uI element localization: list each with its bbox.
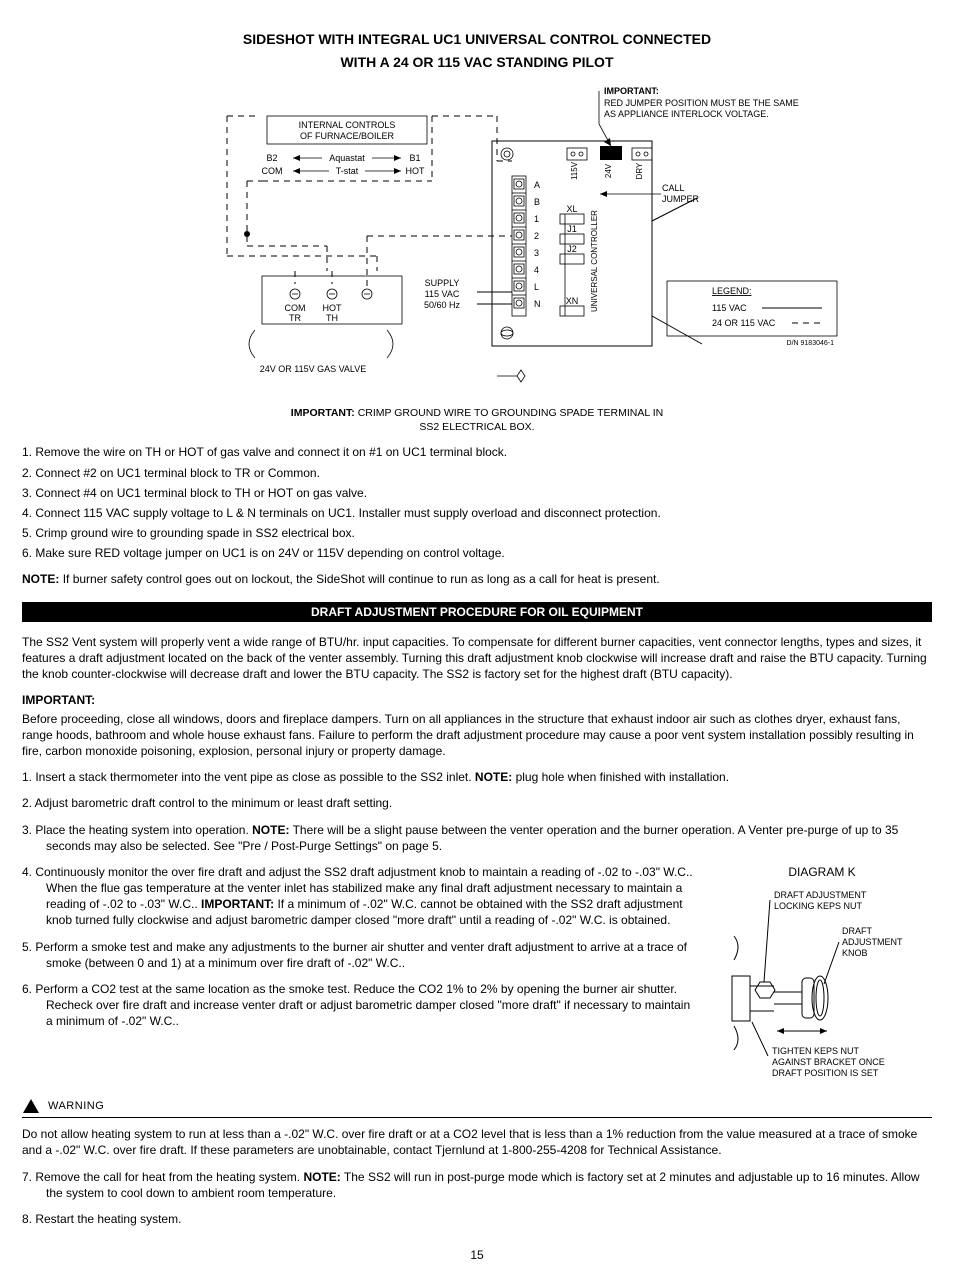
svg-text:115V: 115V [570, 161, 579, 180]
svg-text:115 VAC: 115 VAC [712, 303, 747, 313]
svg-text:HOT: HOT [323, 303, 343, 313]
svg-text:50/60 Hz: 50/60 Hz [424, 300, 461, 310]
step-6: 6. Make sure RED voltage jumper on UC1 i… [22, 545, 932, 561]
draft-intro: The SS2 Vent system will properly vent a… [22, 634, 932, 683]
svg-text:COM: COM [262, 166, 283, 176]
svg-text:N: N [534, 299, 541, 309]
svg-text:TR: TR [289, 313, 301, 323]
step-3: 3. Connect #4 on UC1 terminal block to T… [22, 485, 932, 501]
svg-text:24 OR 115 VAC: 24 OR 115 VAC [712, 318, 776, 328]
svg-text:Aquastat: Aquastat [329, 153, 365, 163]
svg-text:ADJUSTMENT: ADJUSTMENT [842, 937, 903, 947]
section-bar-draft: DRAFT ADJUSTMENT PROCEDURE FOR OIL EQUIP… [22, 602, 932, 622]
diagram-k-title: DIAGRAM K [712, 864, 932, 880]
svg-text:TIGHTEN KEPS NUT: TIGHTEN KEPS NUT [772, 1046, 860, 1056]
svg-text:D/N 9183046-1: D/N 9183046-1 [787, 340, 835, 347]
note-1: NOTE: If burner safety control goes out … [22, 571, 932, 587]
page-title-line1: SIDESHOT WITH INTEGRAL UC1 UNIVERSAL CON… [22, 30, 932, 49]
proc-7: 7. Remove the call for heat from the hea… [22, 1169, 932, 1201]
svg-text:L: L [534, 282, 539, 292]
proc-5: 5. Perform a smoke test and make any adj… [22, 939, 694, 971]
svg-text:SUPPLY: SUPPLY [425, 278, 460, 288]
svg-text:XL: XL [566, 204, 577, 214]
svg-text:DRY: DRY [635, 162, 644, 179]
svg-text:2: 2 [534, 231, 539, 241]
svg-text:JUMPER: JUMPER [662, 194, 700, 204]
svg-text:LOCKING KEPS NUT: LOCKING KEPS NUT [774, 901, 863, 911]
svg-text:COM: COM [285, 303, 306, 313]
warning-icon: ! [22, 1098, 40, 1114]
page-number: 15 [22, 1247, 932, 1263]
step-5: 5. Crimp ground wire to grounding spade … [22, 525, 932, 541]
svg-text:J2: J2 [567, 244, 577, 254]
svg-text:115 VAC: 115 VAC [425, 289, 460, 299]
svg-text:B1: B1 [409, 153, 420, 163]
svg-text:OF FURNACE/BOILER: OF FURNACE/BOILER [300, 131, 395, 141]
warning-header: ! WARNING [22, 1098, 932, 1118]
svg-text:3: 3 [534, 248, 539, 258]
svg-text:IMPORTANT:: IMPORTANT: [604, 86, 659, 96]
svg-text:J1: J1 [567, 224, 577, 234]
procedure-list-4-6: 4. Continuously monitor the over fire dr… [22, 864, 694, 1030]
svg-text:XN: XN [566, 296, 579, 306]
svg-text:DRAFT ADJUSTMENT: DRAFT ADJUSTMENT [774, 890, 867, 900]
important-paragraph: Before proceeding, close all windows, do… [22, 711, 932, 760]
proc-8: 8. Restart the heating system. [22, 1211, 932, 1227]
step-2: 2. Connect #2 on UC1 terminal block to T… [22, 465, 932, 481]
svg-text:UNIVERSAL CONTROLLER: UNIVERSAL CONTROLLER [590, 210, 599, 312]
wiring-caption: IMPORTANT: CRIMP GROUND WIRE TO GROUNDIN… [97, 406, 857, 434]
top-steps-list: 1. Remove the wire on TH or HOT of gas v… [22, 444, 932, 561]
svg-text:TH: TH [326, 313, 338, 323]
svg-text:RED JUMPER POSITION MUST BE TH: RED JUMPER POSITION MUST BE THE SAME [604, 98, 799, 108]
svg-text:HOT: HOT [406, 166, 426, 176]
diagram-k: DIAGRAM K .b{stroke:#000;stroke-width:1;… [712, 864, 932, 1080]
important-header: IMPORTANT: [22, 692, 932, 708]
svg-text:DRAFT: DRAFT [842, 926, 872, 936]
svg-text:LEGEND:: LEGEND: [712, 286, 752, 296]
svg-text:B: B [534, 197, 540, 207]
svg-text:INTERNAL CONTROLS: INTERNAL CONTROLS [299, 120, 396, 130]
svg-text:24V: 24V [604, 163, 613, 178]
svg-text:KNOB: KNOB [842, 948, 868, 958]
proc-4: 4. Continuously monitor the over fire dr… [22, 864, 694, 929]
procedure-list-1-3: 1. Insert a stack thermometer into the v… [22, 769, 932, 854]
svg-text:A: A [534, 180, 540, 190]
svg-text:T-stat: T-stat [336, 166, 359, 176]
svg-text:4: 4 [534, 265, 539, 275]
warning-text: Do not allow heating system to run at le… [22, 1126, 932, 1158]
proc-3: 3. Place the heating system into operati… [22, 822, 932, 854]
proc-1: 1. Insert a stack thermometer into the v… [22, 769, 932, 785]
page-title-line2: WITH A 24 OR 115 VAC STANDING PILOT [22, 53, 932, 72]
procedure-list-7-8: 7. Remove the call for heat from the hea… [22, 1169, 932, 1228]
svg-text:AGAINST BRACKET ONCE: AGAINST BRACKET ONCE [772, 1057, 885, 1067]
step-4: 4. Connect 115 VAC supply voltage to L &… [22, 505, 932, 521]
svg-text:1: 1 [534, 214, 539, 224]
svg-text:B2: B2 [266, 153, 277, 163]
svg-text:DRAFT POSITION IS SET: DRAFT POSITION IS SET [772, 1068, 879, 1076]
wiring-diagram: .blk{stroke:#000;stroke-width:1;fill:non… [97, 86, 857, 435]
svg-text:!: ! [29, 1102, 33, 1114]
warning-label: WARNING [48, 1099, 104, 1114]
step-1: 1. Remove the wire on TH or HOT of gas v… [22, 444, 932, 460]
proc-2: 2. Adjust barometric draft control to th… [22, 795, 932, 811]
proc-6: 6. Perform a CO2 test at the same locati… [22, 981, 694, 1030]
svg-text:AS APPLIANCE INTERLOCK VOLTAGE: AS APPLIANCE INTERLOCK VOLTAGE. [604, 109, 769, 119]
svg-text:24V OR 115V GAS VALVE: 24V OR 115V GAS VALVE [260, 364, 367, 374]
svg-text:CALL: CALL [662, 183, 685, 193]
